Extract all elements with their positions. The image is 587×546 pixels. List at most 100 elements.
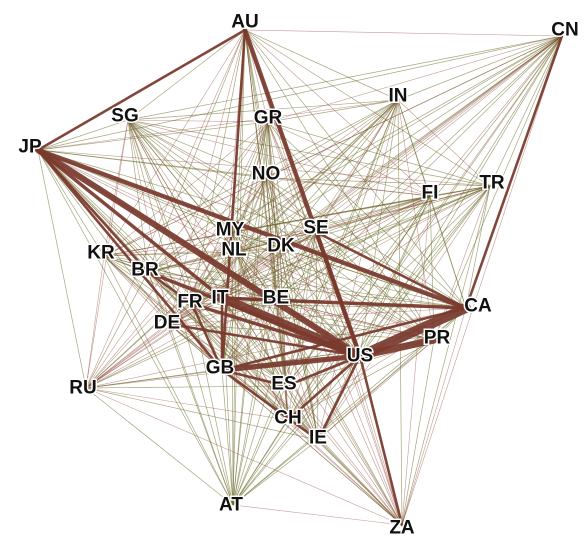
edge-cn-my xyxy=(231,35,563,233)
node-br: BR xyxy=(131,260,159,281)
edge-cn-gr xyxy=(267,35,563,123)
edge-sg-gb xyxy=(127,119,223,371)
strong-edge-us-se xyxy=(314,230,362,358)
edge-ie-at xyxy=(232,439,319,506)
edge-br-be xyxy=(147,271,277,301)
edge-my-kr xyxy=(103,231,233,257)
edge-sg-br xyxy=(127,119,149,273)
edge-se-za xyxy=(315,231,403,526)
strong-edge-us-es xyxy=(284,354,362,388)
edge-it-za xyxy=(221,297,403,526)
edge-cn-pr xyxy=(433,35,563,341)
edge-cn-se xyxy=(315,35,563,233)
strong-edge-es-gb xyxy=(220,368,288,388)
node-gb: GB xyxy=(206,358,235,379)
strong-edge-us-ca xyxy=(355,303,471,361)
edge-cn-ie xyxy=(317,35,563,441)
edge-dk-be xyxy=(275,247,281,301)
edge-us-at xyxy=(232,355,361,506)
edge-at-za xyxy=(232,504,403,526)
node-au: AU xyxy=(231,12,258,33)
edge-be-gb xyxy=(221,299,277,371)
edge-jp-at xyxy=(37,149,234,506)
edge-se-ch xyxy=(287,231,317,421)
edge-au-cn xyxy=(244,29,563,37)
strong-edge-fr-gb xyxy=(190,302,224,372)
edge-jp-nl xyxy=(37,149,237,253)
node-es: ES xyxy=(271,374,296,395)
edge-es-ch xyxy=(285,385,289,421)
strong-edge-se-ca xyxy=(314,230,468,310)
node-dk: DK xyxy=(267,236,295,257)
edge-it-pr xyxy=(221,297,435,341)
edge-sg-tr xyxy=(127,119,491,187)
edge-no-nl xyxy=(235,177,267,253)
edge-br-ca xyxy=(147,271,467,309)
edge-in-za xyxy=(397,99,403,526)
edge-dk-at xyxy=(232,247,281,506)
edge-se-ru xyxy=(85,231,317,389)
node-za: ZA xyxy=(389,518,415,539)
edge-tr-at xyxy=(232,185,491,506)
edge-au-tr xyxy=(244,29,491,187)
strong-edge-us-fr xyxy=(190,302,362,358)
node-pr: PR xyxy=(424,328,451,349)
strong-edge-jp-gb xyxy=(36,148,224,372)
edge-sg-at xyxy=(127,119,234,506)
node-at: AT xyxy=(219,495,243,516)
edge-fi-gb xyxy=(221,195,431,371)
edge-br-ru xyxy=(85,271,149,389)
edge-fi-ie xyxy=(317,195,431,441)
edge-sg-jp xyxy=(37,119,129,151)
edge-fi-be xyxy=(275,195,431,301)
edge-sg-za xyxy=(127,119,403,526)
edge-se-be xyxy=(275,231,317,301)
edge-fi-za xyxy=(401,195,431,526)
edge-jp-kr xyxy=(37,149,105,257)
node-fr: FR xyxy=(177,292,203,313)
edge-dk-it xyxy=(221,247,281,299)
edge-my-nl xyxy=(231,231,237,253)
edge-br-at xyxy=(147,271,234,506)
edge-kr-ru xyxy=(85,255,105,389)
edge-au-sg xyxy=(127,29,246,121)
edge-no-pr xyxy=(265,177,435,341)
node-jp: JP xyxy=(18,137,42,158)
strong-edge-us-jp xyxy=(34,146,364,360)
strong-edge-us-ie xyxy=(316,354,362,442)
node-my: MY xyxy=(216,220,245,241)
edge-au-ie xyxy=(244,29,319,441)
edge-de-ru xyxy=(85,323,170,389)
edge-cn-dk xyxy=(279,35,563,249)
edge-gr-za xyxy=(267,121,403,526)
strong-edge-us-pr xyxy=(356,336,438,360)
edge-in-gr xyxy=(267,99,399,123)
edge-no-tr xyxy=(265,177,491,187)
strong-edge-cn-ca xyxy=(464,34,564,310)
edge-es-ie xyxy=(285,385,319,441)
edge-fi-br xyxy=(147,195,431,273)
edge-it-es xyxy=(221,297,287,387)
edge-gr-kr xyxy=(103,121,269,257)
edge-nl-de xyxy=(168,251,237,325)
edge-jp-tr xyxy=(37,149,491,187)
edge-se-kr xyxy=(103,231,317,257)
edge-ru-ie xyxy=(85,387,319,441)
node-nl: NL xyxy=(221,240,247,261)
edge-ru-es xyxy=(85,385,287,389)
edge-de-at xyxy=(168,323,234,506)
edge-de-es xyxy=(168,323,287,387)
edge-fi-us xyxy=(359,195,431,357)
edge-tr-ca xyxy=(465,185,491,309)
edge-no-fi xyxy=(265,177,431,197)
edge-nl-dk xyxy=(235,247,281,253)
edge-cn-tr xyxy=(489,35,563,187)
edge-pr-ie xyxy=(317,339,435,441)
strong-edge-us-gb xyxy=(219,353,363,373)
edge-gr-ru xyxy=(85,121,269,389)
strong-edge-us-de xyxy=(167,322,362,358)
edge-au-ru xyxy=(85,29,246,389)
node-tr: TR xyxy=(479,173,505,194)
node-fi: FI xyxy=(422,183,439,204)
